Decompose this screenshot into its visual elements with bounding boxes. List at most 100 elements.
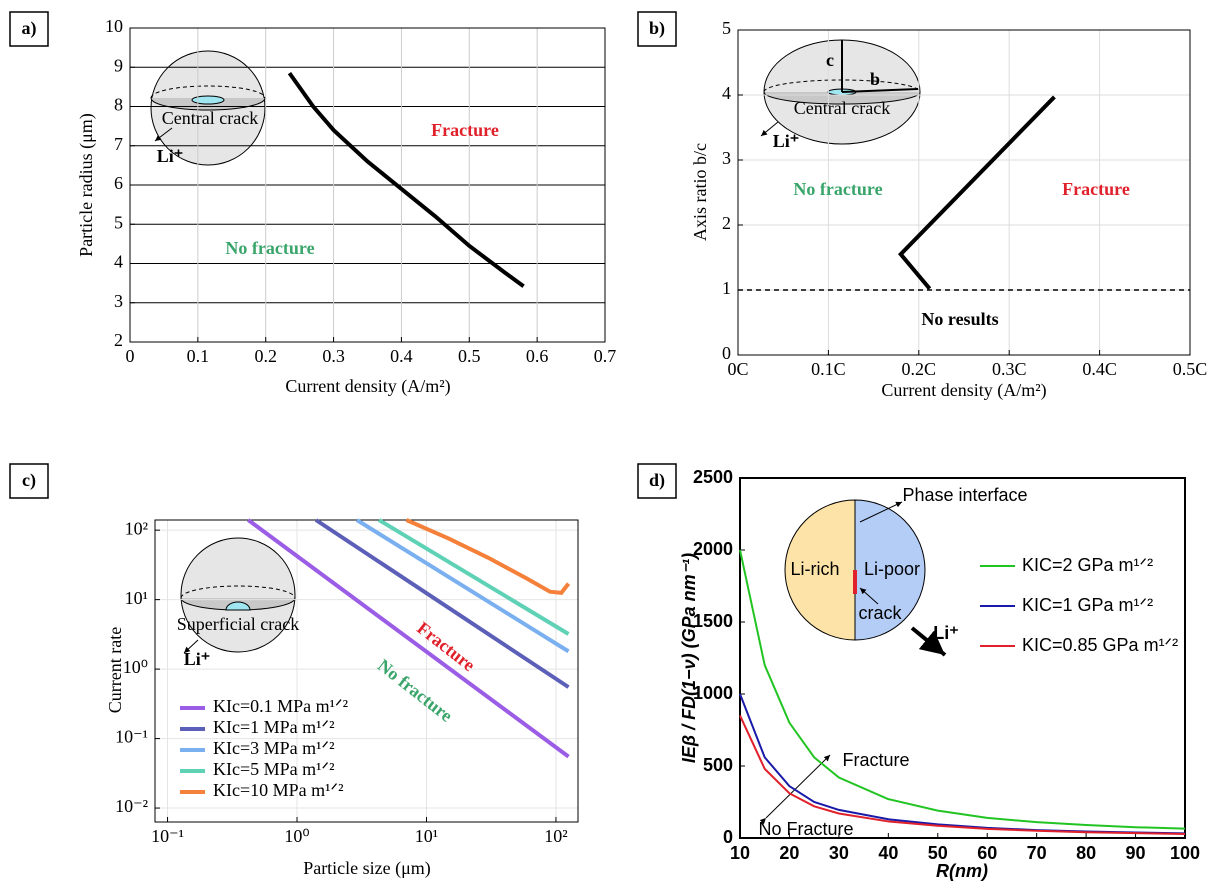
y-tick-label: 2 [114,330,123,350]
inset-c [180,537,296,654]
annotation: crack [858,603,902,623]
x-tick-label: 90 [1126,843,1146,863]
annotation: c [826,50,834,70]
y-tick-label: 5 [722,18,731,38]
panel-label-box [9,11,49,47]
annotation: Li⁺ [933,623,959,643]
x-tick-label: 10¹ [415,826,438,846]
series-line [739,715,1186,835]
x-axis-label: R(nm) [936,861,988,881]
y-tick-label: 0 [722,343,731,363]
y-tick-label: 9 [114,55,123,75]
x-tick-label: 0.1C [811,359,846,379]
annotation: Central crack [162,108,258,128]
annotation: Li⁺ [773,131,800,151]
x-tick-label: 0.5 [458,346,481,366]
y-axis-label: Particle radius (μm) [76,113,97,257]
series-line [247,518,570,759]
panel-label: c) [22,470,36,491]
annotation: b [870,69,880,89]
plot-frame [739,477,1186,839]
plot-frame [154,519,579,823]
y-tick-label: 3 [722,148,731,168]
x-tick-label: 0.4 [390,346,413,366]
y-tick-label: 5 [114,212,123,232]
legend-label: KIC=1 GPa m¹ᐟ² [1022,595,1153,615]
x-tick-label: 0.3 [322,346,345,366]
y-tick-label: 7 [114,134,123,154]
x-tick-label: 60 [977,843,997,863]
annotation: No fracture [793,179,882,199]
annotation: Li-poor [864,559,920,579]
y-tick-label: 10⁻¹ [115,727,148,747]
x-tick-label: 0C [727,359,748,379]
annotation: No Fracture [758,819,853,839]
y-axis-label: IEβ / FD(1−ν) (GPa nm⁻¹) [679,553,699,763]
x-tick-label: 0.5C [1173,359,1208,379]
panel-label-box [637,11,677,47]
legend-label: KIC=0.85 GPa m¹ᐟ² [1022,635,1178,655]
y-tick-label: 1500 [693,611,733,631]
annotation: Superficial crack [177,614,299,634]
x-tick-label: 0.1 [187,346,210,366]
legend-label: KIc=0.1 MPa m¹ᐟ² [213,696,348,716]
y-axis-label: Axis ratio b/c [690,143,710,241]
annotation: No fracture [225,238,314,258]
x-axis-label: Current density (A/m²) [881,380,1046,401]
y-tick-label: 10⁰ [123,657,148,677]
panel-label: a) [22,18,37,39]
y-tick-label: 2 [722,213,731,233]
series-line [314,518,570,689]
y-tick-label: 10¹ [125,588,148,608]
y-tick-label: 10 [105,16,123,36]
series-line [898,95,1056,290]
x-tick-label: 0.4C [1082,359,1117,379]
series-line [739,549,1186,830]
annotation: Li⁺ [157,146,184,166]
panel-label-box [9,463,49,499]
inset-b [760,39,921,145]
panel-label: b) [649,18,665,39]
y-tick-label: 4 [114,252,123,272]
annotation: Phase interface [902,485,1027,505]
y-tick-label: 6 [114,173,123,193]
x-tick-label: 70 [1027,843,1047,863]
x-tick-label: 0.2C [902,359,937,379]
annotation: Fracture [431,120,499,140]
x-tick-label: 0.6 [526,346,549,366]
annotation: Li-rich [790,559,839,579]
x-tick-label: 0.2 [254,346,277,366]
x-tick-label: 50 [928,843,948,863]
series-line [355,518,570,654]
y-tick-label: 10⁻² [115,796,148,816]
x-tick-label: 10⁰ [284,826,309,846]
x-tick-label: 10² [544,826,567,846]
x-tick-label: 10 [730,843,750,863]
y-tick-label: 500 [703,755,733,775]
legend-label: KIc=1 MPa m¹ᐟ² [213,717,335,737]
legend-label: KIc=3 MPa m¹ᐟ² [213,738,335,758]
x-axis-label: Current density (A/m²) [285,376,450,397]
y-tick-label: 3 [114,291,123,311]
inset-d [759,499,947,825]
legend-label: KIC=2 GPa m¹ᐟ² [1022,555,1153,575]
series-line [739,693,1186,835]
panel-label-box [637,463,677,499]
x-tick-label: 0.7 [594,346,617,366]
y-tick-label: 4 [722,83,731,103]
annotation: Fracture [842,750,909,770]
annotation: Fracture [1062,179,1130,199]
x-tick-label: 80 [1076,843,1096,863]
annotation: Li⁺ [184,649,211,669]
x-tick-label: 0.3C [992,359,1027,379]
y-tick-label: 1 [722,278,731,298]
y-tick-label: 0 [723,827,733,847]
x-tick-label: 20 [779,843,799,863]
series-line [378,518,570,636]
annotation: No results [921,309,998,329]
x-tick-label: 10⁻¹ [151,826,184,846]
series-line [405,518,571,596]
y-tick-label: 2000 [693,539,733,559]
plot-frame [737,29,1191,356]
